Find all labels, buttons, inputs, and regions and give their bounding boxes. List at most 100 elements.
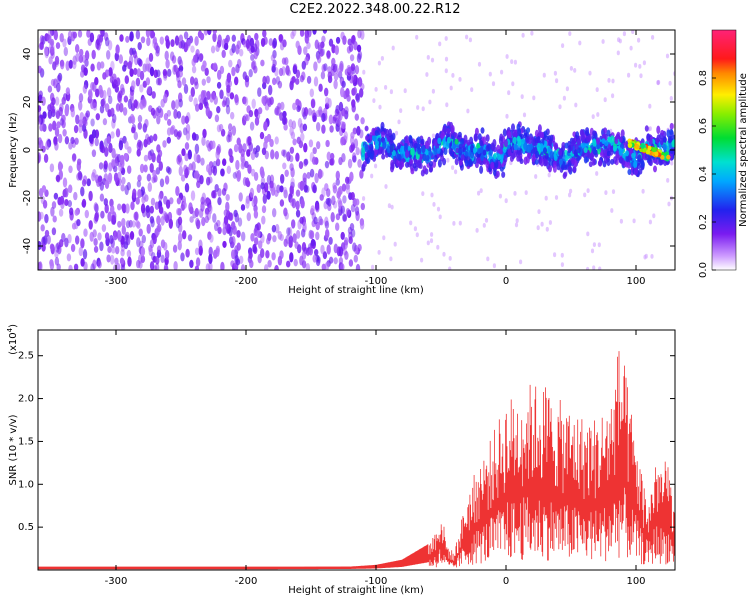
heatmap-cell — [88, 134, 94, 144]
heatmap-cell — [440, 154, 445, 162]
heatmap-cell — [53, 192, 59, 200]
heatmap-cell — [50, 206, 55, 217]
heatmap-cell — [143, 139, 148, 148]
heatmap-cell — [326, 151, 331, 161]
heatmap-cell — [271, 224, 277, 233]
heatmap-cell — [216, 81, 222, 89]
heatmap-cell — [454, 132, 458, 139]
heatmap-cell — [195, 257, 201, 267]
heatmap-cell — [669, 122, 674, 130]
heatmap-cell — [80, 258, 85, 267]
heatmap-cell — [421, 145, 426, 153]
heatmap-cell — [325, 96, 330, 105]
heatmap-cell — [216, 143, 222, 155]
heatmap-cell — [353, 254, 358, 263]
heatmap-cell — [555, 78, 559, 84]
heatmap-cell — [330, 152, 335, 160]
heatmap-cell — [135, 219, 140, 228]
x-tick-label: -200 — [235, 576, 258, 587]
heatmap-cell — [341, 121, 346, 130]
heatmap-cell — [618, 147, 623, 156]
heatmap-cell — [332, 184, 338, 194]
heatmap-cell — [446, 157, 450, 163]
heatmap-cell — [627, 168, 632, 176]
heatmap-cell — [229, 155, 234, 164]
heatmap-cell — [272, 59, 277, 67]
heatmap-cell — [549, 150, 554, 160]
heatmap-cell — [208, 110, 213, 118]
heatmap-cell — [283, 123, 288, 131]
heatmap-cell — [173, 260, 178, 270]
heatmap-cell — [180, 204, 185, 212]
heatmap-cell — [158, 161, 163, 171]
heatmap-cell — [444, 36, 448, 41]
heatmap-cell — [92, 168, 97, 178]
heatmap-cell — [458, 143, 463, 150]
heatmap-cell — [53, 136, 58, 145]
heatmap-cell — [121, 176, 126, 185]
heatmap-cell — [666, 178, 670, 183]
heatmap-cell — [640, 160, 645, 168]
heatmap-cell — [137, 114, 143, 123]
heatmap-cell — [324, 261, 330, 270]
heatmap-cell — [463, 134, 468, 143]
heatmap-cell — [324, 102, 330, 110]
heatmap-cell — [282, 186, 288, 195]
heatmap-cell — [244, 160, 249, 169]
heatmap-cell — [206, 76, 211, 84]
figure-title: C2E2.2022.348.00.22.R12 — [289, 2, 461, 17]
heatmap-cell — [236, 242, 241, 251]
heatmap-cell — [554, 195, 559, 200]
heatmap-cell — [431, 88, 435, 94]
heatmap-cell — [291, 198, 296, 209]
heatmap-cell — [334, 45, 339, 55]
heatmap-cell — [395, 151, 399, 159]
heatmap-cell — [428, 160, 433, 167]
heatmap-cell — [274, 265, 279, 270]
heatmap-cell — [301, 60, 306, 70]
heatmap-cell — [353, 41, 358, 51]
heatmap-cell — [190, 87, 195, 98]
heatmap-cell — [282, 39, 287, 48]
heatmap-cell — [477, 133, 482, 141]
heatmap-cell — [448, 266, 452, 270]
heatmap-cell — [529, 143, 534, 151]
heatmap-cell — [515, 218, 519, 224]
heatmap-cell — [326, 188, 331, 198]
heatmap-cell — [114, 153, 120, 164]
heatmap-cell — [95, 39, 100, 50]
heatmap-cell — [370, 173, 374, 179]
heatmap-cell — [177, 153, 182, 163]
heatmap-cell — [342, 35, 347, 46]
heatmap-cell — [106, 49, 111, 60]
heatmap-cell — [399, 145, 404, 155]
heatmap-cell — [180, 252, 185, 262]
heatmap-cell — [324, 160, 330, 169]
heatmap-cell — [638, 64, 642, 69]
heatmap-cell — [133, 131, 138, 141]
heatmap-cell — [279, 199, 285, 207]
heatmap-cell — [421, 191, 425, 197]
heatmap-cell — [448, 147, 453, 155]
heatmap-cell — [207, 202, 212, 213]
heatmap-cell — [215, 158, 221, 167]
heatmap-cell — [454, 157, 459, 166]
heatmap-cell — [117, 231, 122, 241]
heatmap-cell — [583, 192, 587, 198]
heatmap-cell — [216, 106, 221, 114]
heatmap-cell — [282, 149, 287, 158]
heatmap-cell — [359, 88, 364, 98]
spectrogram-heatmap — [38, 30, 675, 270]
heatmap-cell — [158, 108, 164, 119]
heatmap-cell — [139, 84, 144, 93]
heatmap-cell — [73, 191, 78, 201]
heatmap-cell — [214, 114, 220, 123]
spectrogram-y-axis-label: Frequency (Hz) — [8, 112, 19, 188]
heatmap-cell — [155, 77, 161, 86]
heatmap-cell — [603, 127, 608, 134]
heatmap-cell — [430, 57, 435, 63]
heatmap-cell — [125, 203, 130, 214]
heatmap-cell — [173, 108, 178, 120]
heatmap-cell — [201, 136, 206, 146]
heatmap-cell — [72, 31, 78, 39]
